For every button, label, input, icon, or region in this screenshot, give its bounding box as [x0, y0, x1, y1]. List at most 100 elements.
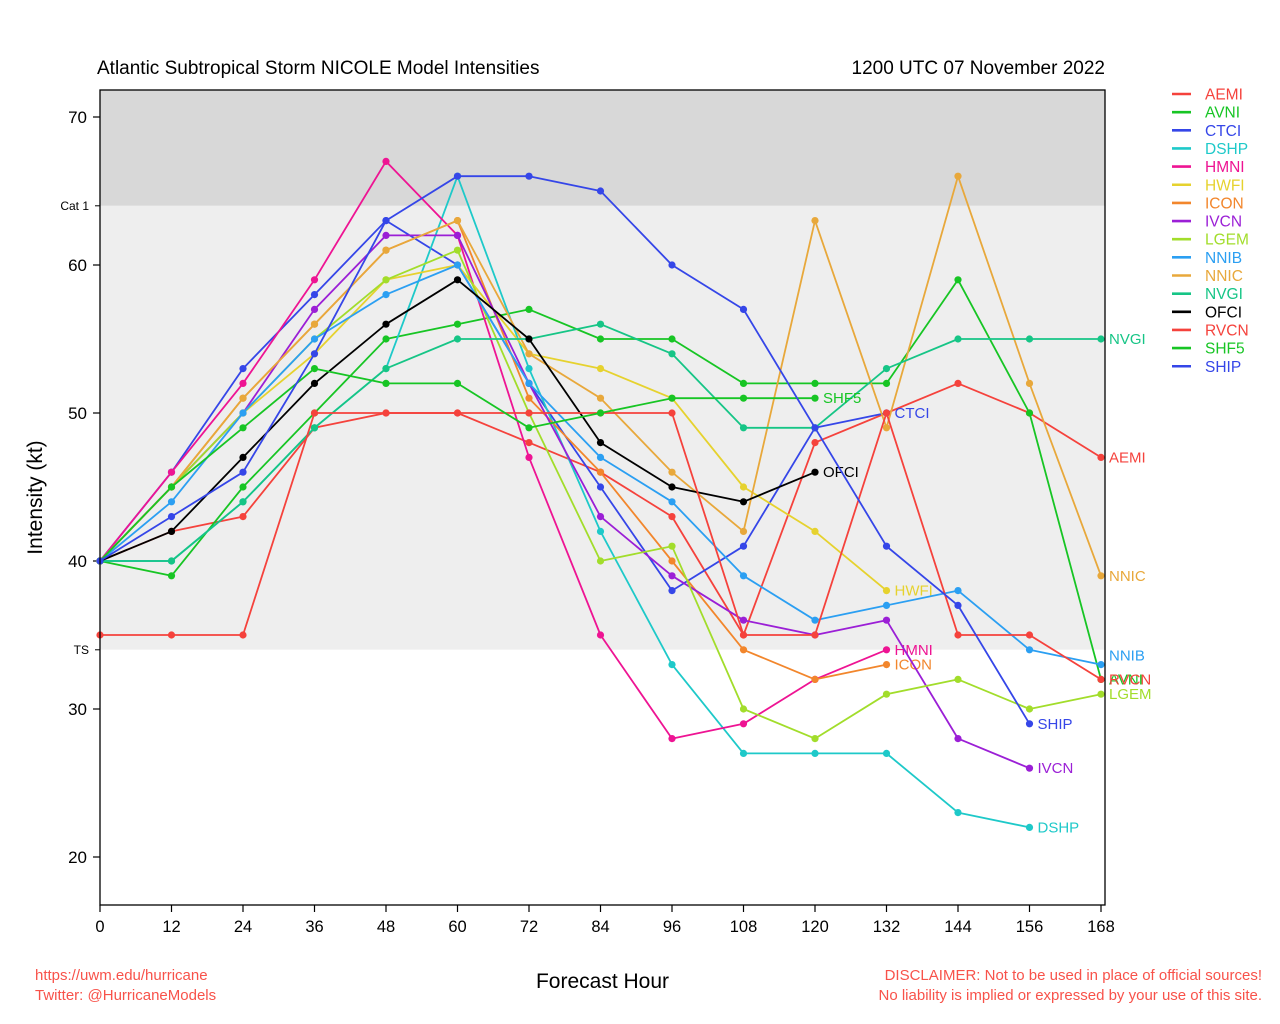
data-point-OFCI — [239, 453, 247, 461]
data-point-AEMI — [525, 439, 533, 447]
data-point-NNIB — [382, 291, 390, 299]
series-NNIC: NNIC — [96, 172, 1146, 585]
data-point-CTCI — [668, 587, 676, 595]
band-ts-cat1 — [100, 205, 1105, 650]
y-tick-label: 70 — [68, 108, 87, 127]
data-point-IVCN — [739, 616, 748, 624]
data-point-OFCI — [453, 276, 462, 284]
data-point-RVCN — [1025, 631, 1034, 639]
data-point-HMNI — [167, 468, 176, 476]
data-point-HMNI — [596, 631, 605, 639]
data-point-NNIB — [668, 498, 676, 506]
y-tick-label: 20 — [68, 848, 87, 867]
data-point-NNIB — [811, 616, 819, 624]
x-tick-label: 36 — [305, 918, 323, 936]
data-point-SHF5 — [167, 483, 176, 491]
legend-label-HWFI: HWFI — [1205, 177, 1245, 194]
data-point-SHF5 — [453, 379, 462, 387]
x-tick-label: 168 — [1087, 918, 1115, 936]
data-point-SHF5 — [811, 394, 819, 402]
data-point-RVCN — [382, 409, 390, 417]
data-point-LGEM — [739, 705, 748, 713]
data-point-RVCN — [239, 631, 247, 639]
data-point-CTCI — [239, 365, 247, 373]
data-point-NVGI — [739, 424, 748, 432]
data-point-SHF5 — [525, 424, 533, 432]
data-point-IVCN — [382, 231, 390, 239]
x-tick-label: 48 — [377, 918, 395, 936]
data-point-DSHP — [1025, 823, 1034, 832]
data-point-SHIP — [596, 187, 605, 195]
data-point-SHF5 — [668, 394, 676, 402]
data-point-DSHP — [811, 749, 819, 758]
data-point-NNIC — [811, 217, 819, 225]
data-point-NVGI — [1097, 335, 1105, 343]
data-point-NNIC — [525, 350, 533, 358]
data-point-AVNI — [239, 483, 247, 491]
legend-label-AVNI: AVNI — [1205, 105, 1240, 122]
data-point-NNIB — [167, 498, 176, 506]
data-point-OFCI — [739, 498, 748, 506]
data-point-NVGI — [596, 320, 605, 328]
legend-label-ICON: ICON — [1205, 195, 1244, 212]
series-end-label-SHIP: SHIP — [1038, 716, 1073, 733]
data-point-IVCN — [882, 616, 891, 624]
data-point-NVGI — [310, 424, 319, 432]
data-point-ICON — [739, 646, 748, 654]
series-end-label-IVCN: IVCN — [1038, 760, 1074, 777]
x-tick-label: 96 — [663, 918, 681, 936]
legend-label-SHIP: SHIP — [1205, 359, 1241, 376]
data-point-AVNI — [954, 276, 962, 284]
series-end-label-NNIB: NNIB — [1109, 648, 1145, 665]
x-tick-label: 144 — [944, 918, 972, 936]
data-point-DSHP — [739, 749, 748, 758]
data-point-RVCN — [167, 631, 176, 639]
data-point-SHF5 — [239, 424, 247, 432]
legend-label-SHF5: SHF5 — [1205, 341, 1245, 358]
data-point-SHIP — [882, 542, 891, 550]
data-point-OFCI — [167, 527, 176, 536]
data-point-NVGI — [167, 557, 176, 565]
data-point-AEMI — [811, 439, 819, 447]
data-point-RVCN — [668, 409, 676, 417]
data-point-OFCI — [668, 483, 676, 491]
data-point-NVGI — [382, 365, 390, 373]
data-point-SHIP — [811, 424, 819, 432]
data-point-DSHP — [882, 749, 891, 758]
data-point-HMNI — [739, 720, 748, 728]
data-point-LGEM — [453, 246, 462, 254]
data-point-IVCN — [453, 231, 462, 239]
x-tick-label: 12 — [162, 918, 180, 936]
x-tick-label: 24 — [234, 918, 252, 936]
data-point-LGEM — [596, 557, 605, 565]
data-point-SHIP — [167, 513, 176, 521]
data-point-HWFI — [596, 365, 605, 373]
data-point-RVCN — [882, 409, 891, 417]
chart-title: Atlantic Subtropical Storm NICOLE Model … — [97, 58, 540, 79]
series-line-HMNI — [99, 160, 887, 740]
series-line-IVCN — [99, 234, 1030, 770]
series-end-label-NNIC: NNIC — [1109, 568, 1146, 585]
legend-label-HMNI: HMNI — [1205, 159, 1245, 176]
data-point-AVNI — [167, 572, 176, 580]
series-end-label-HMNI: HMNI — [895, 642, 933, 659]
data-point-AVNI — [668, 335, 676, 343]
data-point-LGEM — [382, 276, 390, 284]
data-point-SHF5 — [310, 365, 319, 373]
data-point-AVNI — [811, 379, 819, 387]
x-tick-label: 156 — [1016, 918, 1044, 936]
data-point-ICON — [525, 394, 533, 402]
data-point-IVCN — [954, 735, 962, 743]
data-point-IVCN — [596, 513, 605, 521]
y-tick-label: 50 — [68, 404, 87, 423]
series-OFCI: OFCI — [96, 276, 859, 565]
data-point-NNIB — [1025, 646, 1034, 654]
data-point-HMNI — [382, 157, 390, 165]
data-point-NNIC — [1097, 572, 1105, 580]
data-point-NVGI — [882, 365, 891, 373]
data-point-DSHP — [525, 365, 533, 373]
data-point-NNIB — [596, 453, 605, 461]
data-point-AVNI — [1025, 409, 1034, 417]
data-point-SHF5 — [739, 394, 748, 402]
